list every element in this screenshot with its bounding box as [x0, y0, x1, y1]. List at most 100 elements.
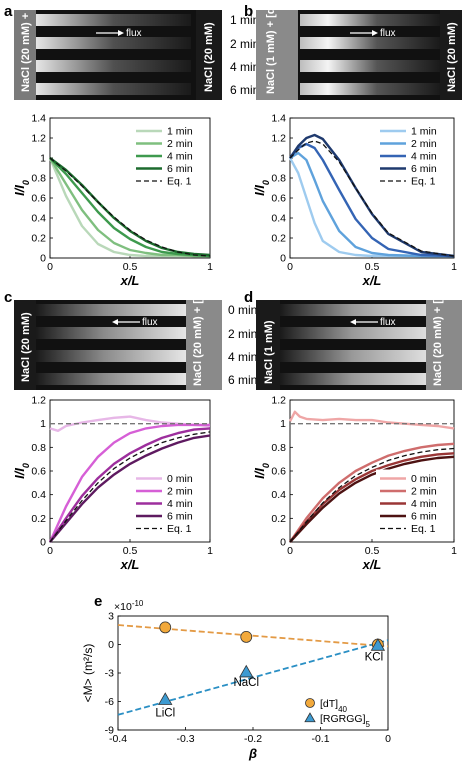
time-label: 1 min: [230, 13, 259, 27]
legend-label: [dT]40: [320, 698, 348, 714]
legend-label: Eq. 1: [411, 176, 436, 188]
channel-c-1: [36, 304, 186, 316]
time-label: 2 min: [228, 327, 257, 341]
x-axis-label: x/L: [120, 273, 140, 288]
y-tick-label: 0.8: [31, 173, 46, 185]
x-tick-label: 1: [451, 261, 457, 273]
legend-label: 6 min: [167, 511, 193, 523]
channel-a-1: [36, 14, 191, 26]
channel-b-3: [300, 60, 440, 72]
channel-d-1: [280, 304, 426, 316]
x-tick-label: 0: [287, 545, 293, 557]
channel-d-3: [280, 350, 426, 362]
channel-d-4: [280, 373, 426, 385]
y-tick-label: 0.6: [271, 193, 286, 205]
reservoir-right-label-b: NaCl (20 mM): [446, 22, 458, 92]
y-tick-label: 1: [280, 153, 286, 165]
y-axis-label: I/I0: [252, 463, 271, 479]
series-line: [288, 410, 455, 430]
channel-b-1: [300, 14, 440, 26]
salt-annotation: LiCl: [155, 708, 175, 720]
y-tick-label: 0.2: [271, 233, 286, 245]
y-tick-label: 0: [280, 253, 286, 265]
y-tick-label: 0: [280, 537, 286, 549]
y-tick-label: 0.4: [31, 489, 46, 501]
y-tick-label: 1.2: [271, 395, 286, 407]
reservoir-left-label-b: NaCl (1 mM) + [dT]40: [265, 0, 277, 94]
y-tick-label: 0: [40, 253, 46, 265]
flux-label-b: flux: [380, 28, 396, 39]
plot-e: -9 -6 -3 0 3 -0.4 -0.3 -0.2 -0.1 0 ×10-10 β <M> (m²/…: [81, 599, 391, 762]
x-axis-label: x/L: [120, 557, 140, 572]
y-tick-label: 0.2: [31, 513, 46, 525]
legend-label: 0 min: [167, 473, 193, 485]
y-tick-label: 0.8: [31, 442, 46, 454]
series-line: [49, 157, 211, 258]
x-axis-label: x/L: [362, 273, 382, 288]
legend-label: 1 min: [167, 126, 193, 138]
x-tick-label: 0.5: [123, 261, 138, 273]
legend-marker-circle: [305, 698, 315, 708]
channel-a-4: [36, 83, 191, 95]
legend-label: 4 min: [167, 498, 193, 510]
data-point-triangle: [239, 664, 254, 678]
x-tick-label: 0: [47, 545, 53, 557]
data-point-triangle: [158, 692, 173, 705]
y-tick-label: 1.2: [271, 133, 286, 145]
y-tick-label: 3: [108, 611, 114, 623]
x-tick-label: 1: [207, 545, 213, 557]
legend-label: Eq. 1: [167, 523, 192, 535]
x-tick-label: 1: [451, 545, 457, 557]
time-label: 0 min: [228, 303, 257, 317]
series-line: [48, 423, 210, 543]
x-tick-label: 0: [47, 261, 53, 273]
y-tick-label: 0.8: [271, 173, 286, 185]
y-tick-label: 1.2: [31, 133, 46, 145]
legend-label: [RGRGG]5: [320, 713, 371, 729]
legend-label: 6 min: [411, 163, 437, 175]
y-axis-label: <M> (m²/s): [81, 644, 95, 703]
x-axis-label: x/L: [362, 557, 382, 572]
x-tick-label: 0: [385, 733, 391, 745]
y-tick-label: 0: [108, 639, 114, 651]
x-tick-label: 0.5: [365, 261, 380, 273]
y-tick-label: 0.4: [271, 213, 286, 225]
flux-label-a: flux: [126, 28, 142, 39]
time-label: 6 min: [230, 83, 259, 97]
y-tick-label: 1: [280, 418, 286, 430]
x-tick-label: -0.3: [176, 733, 194, 745]
legend-label: 4 min: [411, 151, 437, 163]
y-tick-label: 1: [40, 418, 46, 430]
salt-annotation: NaCl: [233, 677, 259, 689]
series-line: [289, 133, 455, 258]
data-point-circle: [159, 621, 172, 634]
panel-letter-c: c: [4, 289, 12, 306]
legend-label: 4 min: [167, 151, 193, 163]
y-tick-label: 1.4: [31, 113, 46, 125]
y-tick-label: 1.2: [31, 395, 46, 407]
channel-a-2: [36, 37, 191, 49]
y-axis-label: I/I0: [252, 180, 271, 196]
micrograph-a: NaCl (20 mM) + [dT]40 NaCl (20 mM) flux …: [14, 0, 259, 100]
data-point-triangle: [370, 638, 386, 651]
legend-label: 6 min: [411, 511, 437, 523]
panel-letter-a: a: [4, 3, 13, 20]
reservoir-right-label-d: NaCl (20 mM) + [RGRGG]5: [432, 249, 444, 386]
y-tick-label: -9: [105, 725, 114, 737]
channel-b-2: [300, 37, 440, 49]
series-line: [49, 427, 211, 543]
time-label: 4 min: [228, 350, 257, 364]
y-tick-label: 0.6: [271, 466, 286, 478]
reservoir-right-label-a: NaCl (20 mM): [203, 22, 215, 92]
y-tick-label: 0.4: [31, 213, 46, 225]
legend-label: 2 min: [167, 486, 193, 498]
reservoir-left-label-c: NaCl (20 mM): [20, 312, 32, 382]
legend-marker-triangle: [304, 712, 316, 723]
reservoir-right-label-c: NaCl (20 mM) + [RGRGG]5: [192, 249, 204, 386]
